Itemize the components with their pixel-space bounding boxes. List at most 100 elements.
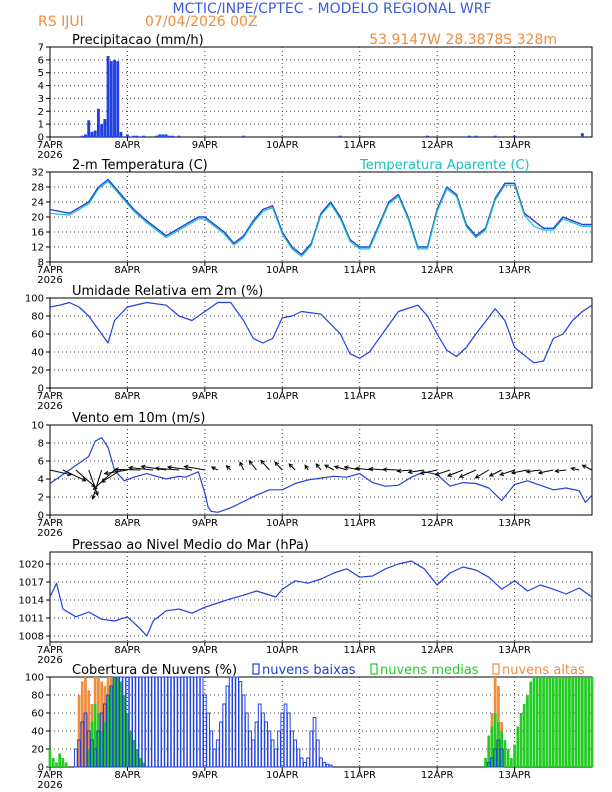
cloud-bar: [293, 739, 298, 768]
panels-group: 7APR 8APR 9APR 10APR 11APR 12APR 13APR20260123…: [19, 33, 594, 791]
wind-vector-head: [554, 468, 560, 474]
y-tick-label: 3: [38, 94, 44, 105]
cloud-bar: [244, 712, 249, 768]
cloud-bar: [103, 722, 107, 767]
cloud-bar: [177, 676, 181, 768]
x-tick-label: 10APR: [266, 645, 299, 656]
wind-vector-head: [333, 465, 339, 470]
wind-vector-head: [343, 465, 349, 470]
x-tick-label: 9APR: [192, 391, 218, 402]
cloud-bar: [529, 681, 533, 767]
series-line: [49, 437, 593, 513]
wind-vector-head: [239, 461, 244, 467]
precip-bar: [90, 131, 94, 137]
wind-vector-head: [288, 463, 294, 468]
wind-vector: [500, 469, 515, 476]
y-tick-label: 32: [31, 168, 44, 179]
x-tick-label: 12APR: [421, 391, 454, 402]
cloud-bar: [77, 695, 81, 767]
cloud-bar: [257, 703, 262, 768]
cloud-bar: [225, 685, 230, 768]
y-tick-label: 1017: [19, 578, 44, 589]
wind-vector: [141, 465, 167, 471]
cloud-bar: [183, 676, 188, 768]
precip-bar: [113, 59, 116, 137]
x-tick-label: 8APR: [114, 391, 140, 402]
x-tick-label: 10APR: [266, 518, 299, 529]
wind-vector-head: [304, 464, 309, 470]
cloud-bar: [270, 739, 275, 768]
cloud-bar: [129, 731, 133, 767]
wind-vector: [435, 469, 451, 476]
cloud-bar: [535, 677, 539, 767]
precip-bar: [87, 120, 91, 137]
cloud-bar: [212, 748, 217, 768]
cloud-bar: [100, 731, 103, 767]
y-tick-label: 4: [38, 81, 44, 92]
precip-bar: [96, 108, 100, 137]
cloud-bar: [135, 749, 139, 767]
wind-vector: [334, 465, 347, 471]
wind-vector-head: [113, 467, 119, 472]
x-tick-label: 13APR: [498, 140, 531, 151]
x-year-label: 2026: [37, 275, 62, 286]
y-tick-label: 100: [25, 294, 44, 305]
precip-bar: [171, 135, 175, 137]
y-tick-label: 12: [31, 243, 44, 254]
wind-vector: [62, 469, 86, 482]
wind-vector: [239, 461, 245, 471]
cloud-bar: [542, 677, 545, 767]
wind-vector-head: [525, 469, 531, 474]
precip-bar: [125, 134, 129, 137]
cloud-bar: [545, 677, 549, 767]
cloud-bar: [55, 762, 58, 767]
precip-bar: [167, 135, 171, 137]
station-location: 53.9147W 28.3878S 328m: [369, 32, 557, 48]
x-tick-label: 10APR: [266, 140, 299, 151]
wind-vector: [260, 460, 270, 471]
cloud-bar: [93, 704, 97, 767]
cloud-bar: [487, 735, 491, 767]
precip-bar: [580, 133, 584, 137]
station-name: RS IJUI: [38, 14, 84, 30]
x-tick-label: 9APR: [192, 770, 218, 781]
cloud-bar: [296, 748, 301, 768]
wind-vector-head: [570, 466, 576, 472]
precip-bar: [93, 130, 97, 137]
cloud-bar: [206, 712, 210, 768]
wind-vector: [93, 469, 115, 490]
wind-vector-head: [474, 474, 480, 479]
panel-wind: 7APR 8APR 9APR 10APR 11APR 12APR 13APR 2026 0 2 4 6…: [31, 411, 593, 539]
wind-vector-head: [488, 472, 494, 477]
panel-title: 2-m Temperatura (C): [72, 158, 208, 173]
precip-bar: [177, 135, 181, 137]
cloud-bar: [80, 681, 84, 767]
precip-bar: [158, 134, 162, 137]
y-tick-label: 8: [38, 439, 44, 450]
x-tick-label: 13APR: [498, 645, 531, 656]
cloud-bar: [138, 676, 143, 768]
wind-vector-head: [396, 468, 402, 474]
wind-vector: [582, 464, 593, 471]
wind-vector: [75, 469, 96, 488]
y-tick-label: 40: [31, 727, 44, 738]
x-tick-label: 8APR: [114, 140, 140, 151]
wind-vector-head: [434, 471, 440, 476]
y-tick-label: 5: [38, 68, 44, 79]
cloud-bar: [116, 677, 120, 767]
x-tick-label: 7APR: [37, 140, 63, 151]
y-tick-label: 1011: [19, 614, 44, 625]
wind-vector-head: [183, 464, 189, 470]
wind-vector: [104, 469, 128, 475]
precip-bar: [116, 61, 120, 138]
cloud-bar: [170, 676, 175, 768]
cloud-bar: [267, 730, 272, 768]
cloud-bar: [90, 722, 94, 767]
x-tick-label: 7APR: [37, 518, 63, 529]
precip-bar: [109, 61, 113, 138]
wind-vector: [115, 468, 141, 471]
cloud-bar: [180, 676, 185, 768]
cloud-bar: [142, 762, 145, 767]
cloud-bar: [283, 703, 288, 768]
wind-vector-head: [407, 469, 413, 475]
